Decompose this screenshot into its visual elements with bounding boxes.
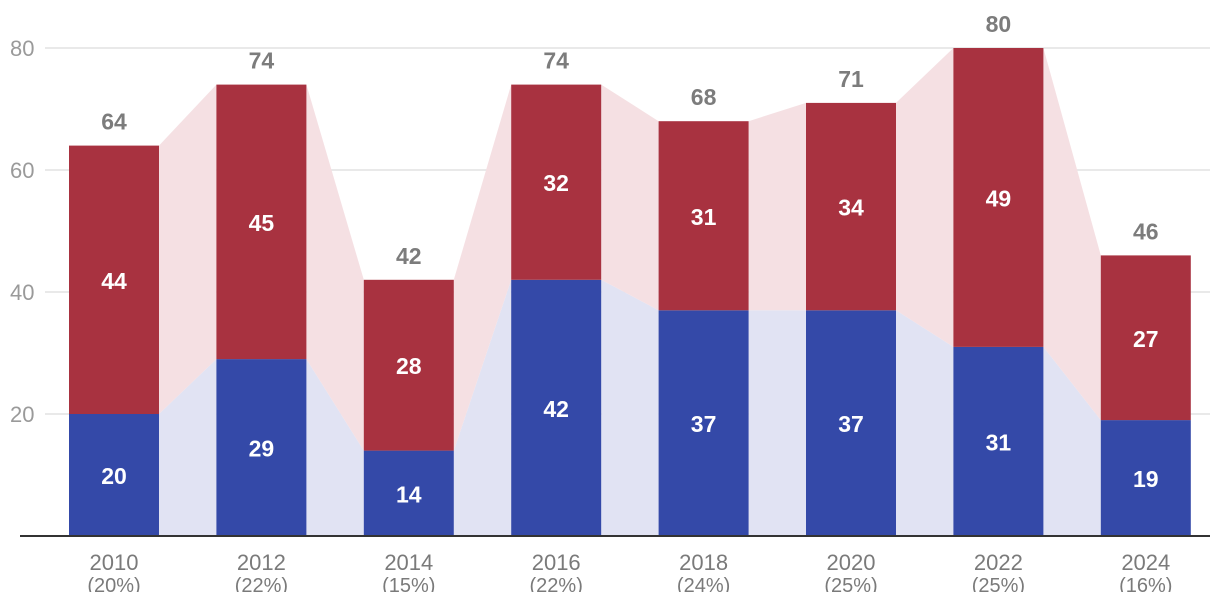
connector-bands	[159, 48, 1101, 536]
data-label-series-2: 49	[986, 185, 1012, 211]
x-tick-label: 2010	[90, 550, 139, 575]
total-label: 46	[1133, 218, 1159, 244]
bar-series-1	[658, 310, 749, 536]
y-tick-label: 80	[10, 36, 34, 61]
x-tick-label: 2022	[974, 550, 1023, 575]
band-series-1	[1043, 346, 1101, 536]
bar-series-1	[69, 414, 159, 536]
band-series-2	[896, 48, 954, 347]
x-tick-label: 2018	[679, 550, 728, 575]
y-axis-ticks: 20 40 60 80	[10, 36, 34, 427]
bar-series-1	[953, 346, 1044, 536]
band-series-2	[748, 102, 806, 311]
x-tick-sublabel: (16%)	[1119, 575, 1172, 592]
band-series-1	[306, 359, 364, 536]
y-tick-label: 60	[10, 158, 34, 183]
data-label-series-1: 19	[1133, 466, 1159, 492]
data-labels: 20 44 64 29 45 74 14 28 42 42 32 74 37 31 68 37 34 71 31 49…	[101, 11, 1158, 507]
x-tick-sublabel: (25%)	[972, 575, 1025, 592]
y-tick-label: 20	[10, 402, 34, 427]
bar-series-1	[363, 450, 454, 536]
band-series-1	[896, 310, 954, 536]
x-tick-sublabel: (22%)	[235, 575, 288, 592]
data-label-series-2: 44	[101, 268, 127, 294]
bar-series-1	[806, 310, 896, 536]
total-label: 80	[986, 11, 1012, 37]
bar-series-2	[69, 145, 159, 414]
band-series-1	[159, 359, 217, 536]
data-label-series-1: 42	[543, 396, 569, 422]
y-tick-label: 40	[10, 280, 34, 305]
band-series-2	[601, 84, 659, 311]
data-label-series-2: 32	[543, 170, 569, 196]
x-tick-sublabel: (22%)	[530, 575, 583, 592]
data-label-series-1: 14	[396, 481, 422, 507]
total-label: 64	[101, 109, 127, 135]
bar-series-2	[806, 102, 896, 311]
total-label: 42	[396, 243, 422, 269]
x-axis-labels: 2010(20%)2012(22%)2014(15%)2016(22%)2018…	[87, 550, 1172, 592]
total-label: 71	[838, 66, 864, 92]
bar-series-2	[658, 121, 749, 311]
data-label-series-1: 29	[249, 436, 275, 462]
band-series-1	[748, 310, 806, 536]
data-label-series-2: 28	[396, 353, 422, 379]
data-label-series-2: 34	[838, 195, 864, 221]
x-tick-sublabel: (20%)	[87, 575, 140, 592]
data-label-series-2: 27	[1133, 326, 1159, 352]
bar-series-2	[216, 84, 307, 360]
data-label-series-1: 20	[101, 463, 127, 489]
data-label-series-1: 37	[838, 411, 864, 437]
bar-series-2	[1100, 255, 1191, 421]
data-label-series-2: 31	[691, 204, 717, 230]
data-label-series-2: 45	[249, 210, 275, 236]
band-series-2	[1043, 48, 1101, 421]
band-series-2	[159, 84, 217, 414]
total-label: 74	[543, 48, 569, 74]
total-label: 74	[249, 48, 275, 74]
band-series-1	[601, 279, 659, 536]
data-label-series-1: 31	[986, 429, 1012, 455]
bar-series-1	[216, 359, 307, 536]
total-label: 68	[691, 84, 717, 110]
band-series-2	[453, 84, 512, 451]
x-tick-sublabel: (15%)	[382, 575, 435, 592]
bar-series-2	[511, 84, 602, 280]
bar-series-1	[511, 279, 602, 536]
band-series-1	[453, 279, 512, 536]
x-tick-label: 2012	[237, 550, 286, 575]
bar-series-1	[1100, 420, 1191, 536]
x-tick-label: 2014	[384, 550, 433, 575]
x-tick-sublabel: (25%)	[824, 575, 877, 592]
x-tick-label: 2020	[827, 550, 876, 575]
x-tick-label: 2016	[532, 550, 581, 575]
bar-series-2	[953, 48, 1044, 347]
data-label-series-1: 37	[691, 411, 717, 437]
band-series-2	[306, 84, 364, 451]
bar-series-2	[363, 279, 454, 451]
x-tick-sublabel: (24%)	[677, 575, 730, 592]
x-tick-label: 2024	[1121, 550, 1170, 575]
bars	[69, 48, 1191, 536]
